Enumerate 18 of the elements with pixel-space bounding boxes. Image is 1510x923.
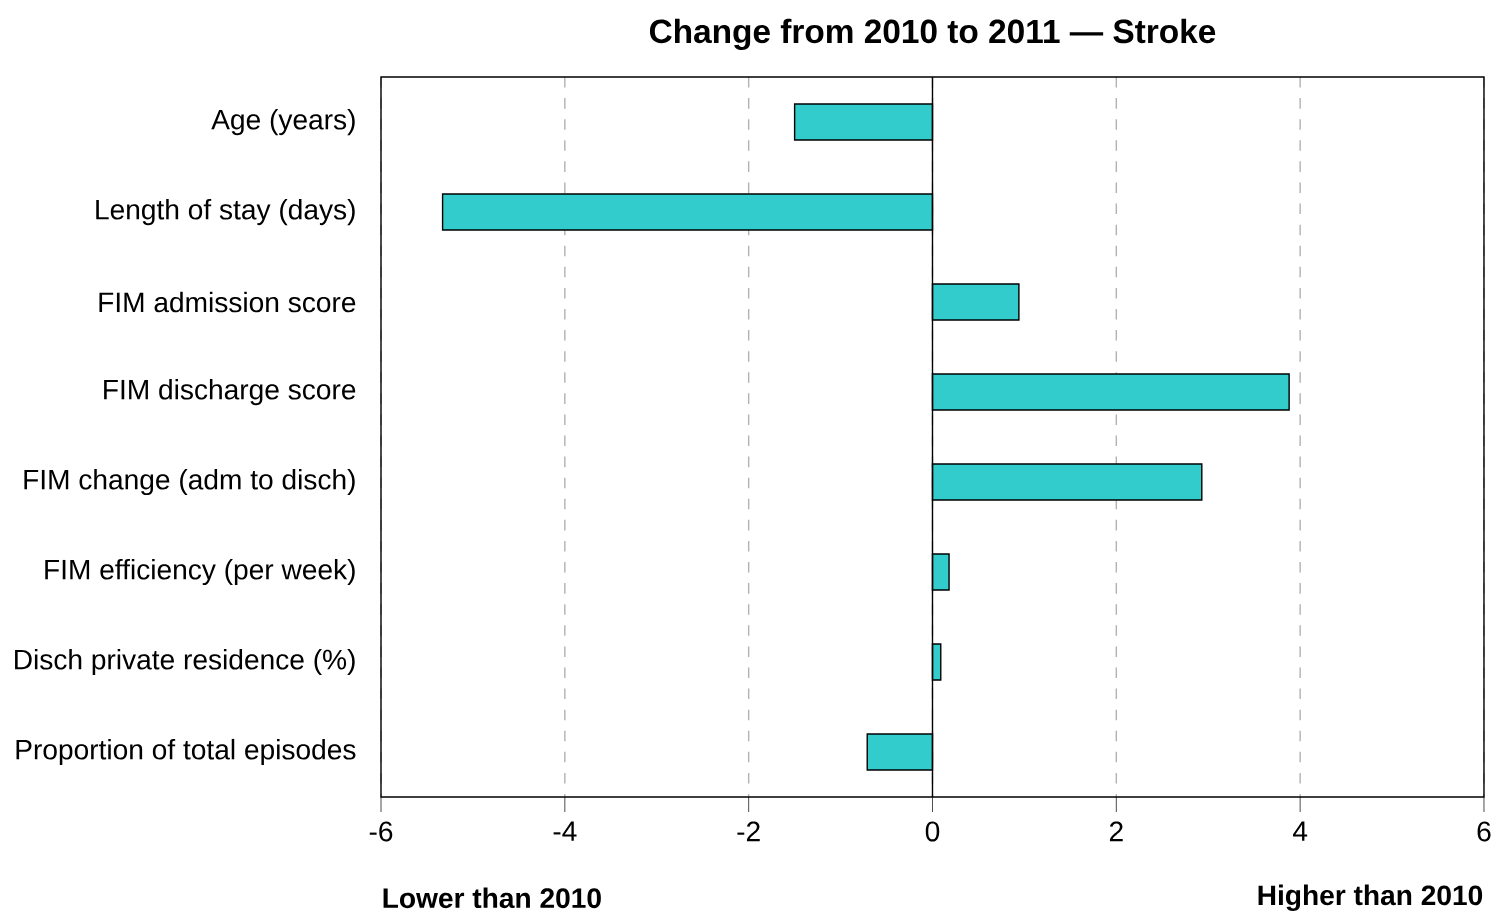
y-tick-label: FIM change (adm to disch) — [24, 468, 355, 496]
chart-title: Change from 2010 to 2011 — Stroke — [649, 18, 1216, 50]
text: Lower than 2010 — [383, 887, 601, 909]
y-tick-label: Proportion of total episodes — [16, 738, 356, 766]
y-tick-label: Age (years) — [211, 108, 355, 136]
y-tick-label: FIM admission score — [99, 291, 356, 313]
x-tick-label: -6 — [369, 821, 393, 842]
text: Higher than 2010 — [1258, 884, 1483, 911]
y-tick-label: FIM discharge score — [104, 378, 356, 406]
y-tick-label: Disch private residence (%) — [15, 648, 355, 676]
y-tick-label: Length of stay (days) — [96, 198, 355, 226]
x-tick-label: -4 — [553, 821, 577, 841]
x-tick-label: 2 — [1109, 821, 1123, 842]
y-tick-label: FIM efficiency (per week) — [45, 558, 355, 586]
x-tick-label: 0 — [925, 821, 940, 842]
x-tick-label: -2 — [737, 821, 760, 842]
x-tick-label: 6 — [1477, 821, 1491, 842]
x-tick-label: 4 — [1292, 821, 1308, 841]
